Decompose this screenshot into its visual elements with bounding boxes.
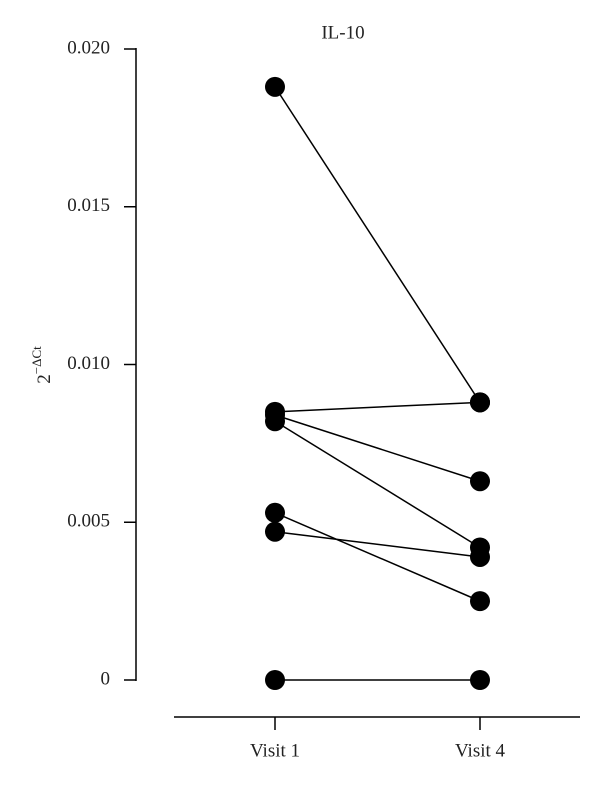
data-point [470, 392, 490, 413]
y-axis-label: 2−ΔCt [29, 346, 55, 384]
subject-line [274, 512, 481, 602]
subject-line [274, 420, 481, 549]
y-tick-label: 0.010 [67, 353, 110, 374]
data-point [265, 76, 285, 97]
y-tick-label: 0.015 [67, 195, 110, 216]
data-point [265, 521, 285, 542]
x-tick-label: Visit 1 [250, 740, 300, 761]
chart-title: IL-10 [321, 22, 364, 43]
subject-line [274, 530, 481, 558]
x-tick-label: Visit 4 [455, 740, 506, 761]
data-point [265, 670, 285, 690]
subject-line [274, 401, 481, 413]
data-point [265, 411, 285, 432]
data-point [470, 546, 490, 567]
subject-line [274, 86, 481, 403]
data-point [470, 471, 490, 492]
data-point [265, 502, 285, 523]
y-tick-label: 0.005 [67, 511, 110, 532]
data-point [470, 670, 490, 690]
y-tick-label: 0.020 [67, 37, 110, 58]
y-label-exponent: −ΔCt [29, 346, 44, 374]
y-tick-label: 0 [101, 668, 111, 689]
data-point [470, 591, 490, 612]
y-label-base: 2 [34, 374, 55, 384]
subject-line [274, 414, 481, 482]
